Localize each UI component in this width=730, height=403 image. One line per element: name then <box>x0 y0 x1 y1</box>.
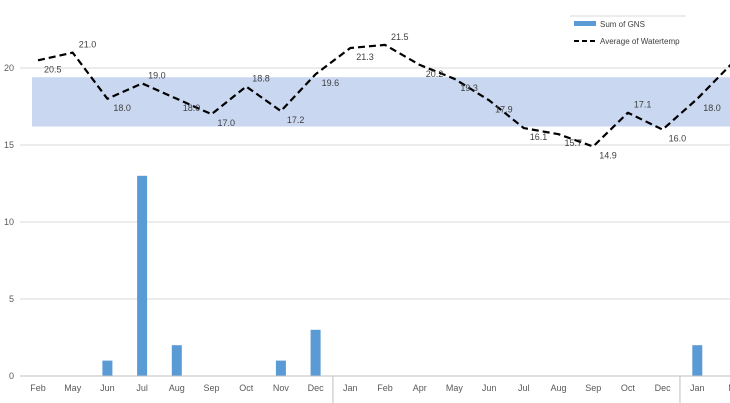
bar-gns <box>102 360 113 376</box>
x-tick-label: Jun <box>482 383 497 393</box>
legend-label-bars: Sum of GNS <box>600 20 645 29</box>
data-label-layer: 20.5 21.0 18.0 19.0 18.0 17.0 18.8 17.2 19.6 21.3… <box>44 32 721 161</box>
y-tick-label: 10 <box>4 217 14 227</box>
y-tick-label: 20 <box>4 63 14 73</box>
bar-gns <box>171 345 182 376</box>
legend-label-line: Average of Watertemp <box>600 37 680 46</box>
data-label: 18.0 <box>703 103 721 113</box>
data-label: 21.0 <box>79 40 97 50</box>
x-tick-label: Apr <box>413 383 427 393</box>
x-tick-label: Oct <box>621 383 636 393</box>
x-tick-label: Dec <box>655 383 672 393</box>
x-tick-label: Feb <box>30 383 46 393</box>
data-label: 19.3 <box>460 83 478 93</box>
x-tick-label: Jul <box>518 383 530 393</box>
x-tick-label: Jan <box>343 383 358 393</box>
data-label: 14.9 <box>599 151 617 161</box>
line-layer <box>37 43 730 148</box>
y-tick-label: 0 <box>9 371 14 381</box>
data-label: 16.0 <box>669 134 687 144</box>
x-tick-label: May <box>64 383 82 393</box>
bar-gns <box>310 329 321 376</box>
x-tick-label: Dec <box>308 383 325 393</box>
data-label: 21.3 <box>356 52 374 62</box>
y-tick-label: 5 <box>9 294 14 304</box>
bar-gns <box>692 345 703 376</box>
data-label: 20.2 <box>426 69 444 79</box>
x-tick-label: M <box>728 383 730 393</box>
data-label: 17.9 <box>495 104 513 114</box>
x-tick-label: May <box>446 383 464 393</box>
line-watertemp <box>37 43 730 148</box>
data-label: 18.0 <box>113 103 131 113</box>
legend-swatch-bars <box>574 21 596 26</box>
x-tick-label: Jun <box>100 383 115 393</box>
data-label: 19.0 <box>148 70 166 80</box>
data-label: 17.1 <box>634 100 652 110</box>
bar-gns <box>137 175 148 376</box>
x-tick-label: Jan <box>690 383 705 393</box>
data-label: 18.8 <box>252 73 270 83</box>
x-tick-label: Feb <box>377 383 393 393</box>
x-tick-label: Nov <box>273 383 290 393</box>
bar-gns <box>275 360 286 376</box>
data-label: 21.5 <box>391 32 409 42</box>
axis-layer: 0 5 10 15 20 Feb May Jun Jul Aug Sep Oct Nov Dec Jan Fe… <box>4 63 730 403</box>
bar-layer <box>102 175 703 376</box>
data-label: 17.0 <box>218 118 236 128</box>
data-label: 17.2 <box>287 115 305 125</box>
data-label: 20.5 <box>44 64 62 74</box>
x-tick-label: Jul <box>136 383 148 393</box>
x-tick-label: Oct <box>239 383 254 393</box>
data-label: 16.1 <box>530 132 548 142</box>
data-label: 18.0 <box>183 103 201 113</box>
data-label: 19.6 <box>322 78 340 88</box>
x-tick-label: Sep <box>585 383 601 393</box>
y-tick-label: 15 <box>4 140 14 150</box>
legend: Sum of GNS Average of Watertemp <box>570 15 686 46</box>
x-tick-label: Aug <box>550 383 566 393</box>
x-tick-label: Aug <box>169 383 185 393</box>
data-label: 15.7 <box>565 138 583 148</box>
x-tick-label: Sep <box>203 383 219 393</box>
